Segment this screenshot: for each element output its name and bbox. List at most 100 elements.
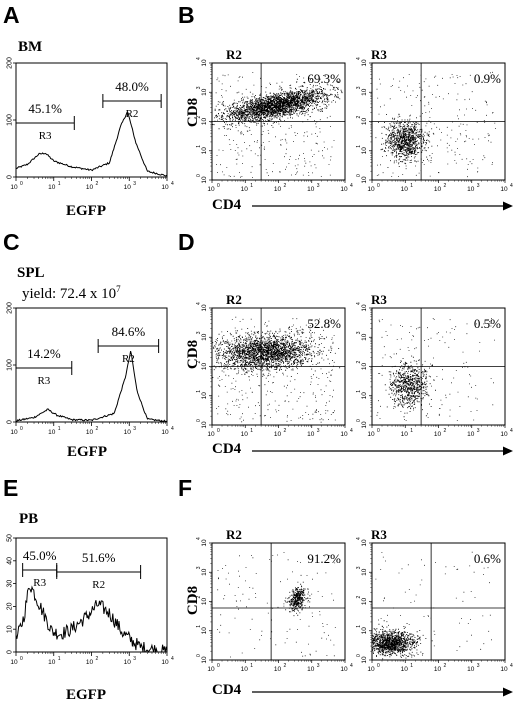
y-tick-exp: 1 (196, 625, 202, 628)
x-tick-label: 10 (500, 666, 508, 673)
panel-label-a: A (3, 2, 20, 28)
x-tick-exp: 0 (377, 183, 380, 189)
x-tick-exp: 1 (58, 181, 61, 187)
x-tick-exp: 1 (410, 183, 413, 189)
y-tick-label: 10 (201, 147, 208, 155)
y-tick-label: 10 (201, 59, 208, 67)
y-tick-exp: 3 (196, 86, 202, 89)
x-tick-exp: 0 (377, 428, 380, 434)
y-tick-label: 10 (361, 304, 368, 312)
y-tick-label: 10 (201, 568, 208, 576)
x-tick-exp: 3 (317, 428, 320, 434)
x-tick-exp: 1 (58, 656, 61, 662)
y-tick-label: 100 (7, 359, 14, 371)
x-tick-exp: 2 (284, 663, 287, 669)
histogram-curve (15, 585, 168, 654)
event-dots (376, 318, 495, 421)
x-tick-label: 10 (401, 431, 409, 438)
gate-name-r3: R3 (37, 375, 50, 387)
y-tick-label: 0 (7, 650, 14, 654)
gate-name-r2: R2 (122, 353, 135, 365)
x-tick-label: 10 (434, 431, 442, 438)
x-tick-label: 10 (467, 186, 475, 193)
x-tick-exp: 2 (284, 428, 287, 434)
upper-right-percent: 0.6% (474, 551, 501, 566)
y-tick-exp: 2 (196, 596, 202, 599)
x-tick-exp: 3 (133, 426, 136, 432)
x-tick-label: 10 (307, 431, 315, 438)
y-tick-exp: 0 (196, 654, 202, 657)
x-tick-exp: 1 (250, 428, 253, 434)
y-tick-label: 10 (201, 88, 208, 96)
x-tick-label: 10 (307, 186, 315, 193)
gate-name-r2: R2 (126, 108, 139, 120)
y-tick-label: 10 (361, 421, 368, 429)
x-tick-exp: 4 (171, 656, 174, 662)
x-tick-label: 10 (86, 659, 94, 666)
panel-label-b: B (178, 2, 195, 28)
upper-right-percent: 0.5% (474, 316, 501, 331)
x-tick-label: 10 (161, 184, 169, 191)
y-tick-label: 10 (361, 176, 368, 184)
dot-xlabel-b: CD4 (212, 197, 242, 213)
hist-xlabel-a: EGFP (66, 203, 106, 219)
x-tick-exp: 1 (410, 663, 413, 669)
yield-exponent: 7 (116, 284, 121, 294)
x-tick-label: 10 (241, 431, 249, 438)
x-tick-exp: 2 (444, 183, 447, 189)
gate-percent-r3: 14.2% (27, 346, 61, 361)
y-tick-exp: 3 (196, 566, 202, 569)
y-tick-exp: 3 (356, 86, 362, 89)
x-tick-exp: 3 (317, 663, 320, 669)
panel-label-f: F (178, 475, 193, 501)
x-tick-label: 10 (161, 659, 169, 666)
y-tick-label: 10 (361, 118, 368, 126)
x-tick-label: 10 (124, 429, 132, 436)
y-tick-exp: 4 (196, 537, 202, 540)
y-tick-label: 0 (7, 175, 14, 179)
x-tick-label: 10 (307, 666, 315, 673)
y-tick-label: 10 (361, 392, 368, 400)
tissue-label-pb: PB (19, 511, 39, 527)
gate-percent-r3: 45.1% (28, 101, 62, 116)
y-tick-label: 100 (7, 114, 14, 126)
x-tick-label: 10 (124, 659, 132, 666)
event-dots (217, 552, 336, 658)
x-tick-exp: 4 (350, 663, 353, 669)
tissue-label-spl: SPL (17, 265, 45, 281)
yield-value: yield: 72.4 x 10 (22, 286, 117, 302)
y-tick-label: 10 (201, 421, 208, 429)
y-tick-exp: 2 (196, 361, 202, 364)
event-dots (372, 551, 492, 660)
x-tick-label: 10 (340, 431, 348, 438)
histogram-curve (15, 350, 168, 423)
y-tick-label: 30 (7, 580, 14, 588)
x-tick-exp: 2 (96, 181, 99, 187)
x-tick-label: 10 (86, 429, 94, 436)
region-label-f-r2: R2 (226, 527, 242, 542)
y-tick-exp: 0 (196, 174, 202, 177)
y-tick-label: 10 (201, 304, 208, 312)
y-tick-label: 10 (7, 625, 14, 633)
y-tick-label: 10 (201, 118, 208, 126)
y-tick-label: 200 (7, 57, 14, 69)
x-tick-exp: 2 (96, 426, 99, 432)
x-tick-exp: 3 (317, 183, 320, 189)
gate-percent-r3: 45.0% (23, 548, 57, 563)
x-tick-label: 10 (434, 666, 442, 673)
x-tick-exp: 2 (96, 656, 99, 662)
upper-right-percent: 91.2% (307, 551, 341, 566)
x-tick-exp: 3 (133, 181, 136, 187)
upper-right-percent: 69.3% (307, 71, 341, 86)
hist-xlabel-c: EGFP (67, 444, 107, 460)
y-tick-label: 10 (361, 656, 368, 664)
y-tick-label: 10 (201, 598, 208, 606)
x-tick-exp: 4 (510, 663, 513, 669)
y-tick-label: 10 (361, 147, 368, 155)
y-tick-label: 10 (361, 539, 368, 547)
x-tick-label: 10 (48, 429, 56, 436)
gate-name-r3: R3 (33, 577, 46, 589)
